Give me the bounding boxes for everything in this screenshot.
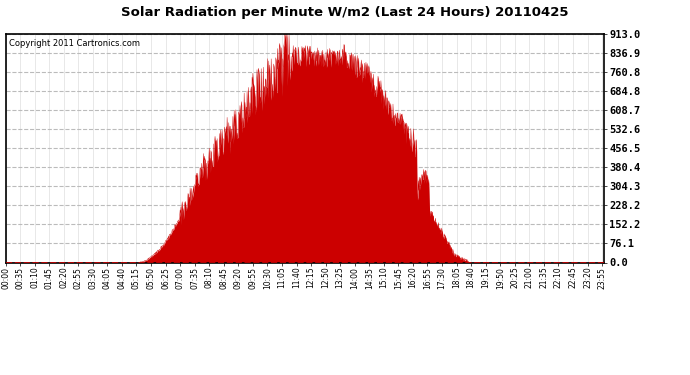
Text: Copyright 2011 Cartronics.com: Copyright 2011 Cartronics.com (8, 39, 139, 48)
Text: Solar Radiation per Minute W/m2 (Last 24 Hours) 20110425: Solar Radiation per Minute W/m2 (Last 24… (121, 6, 569, 19)
